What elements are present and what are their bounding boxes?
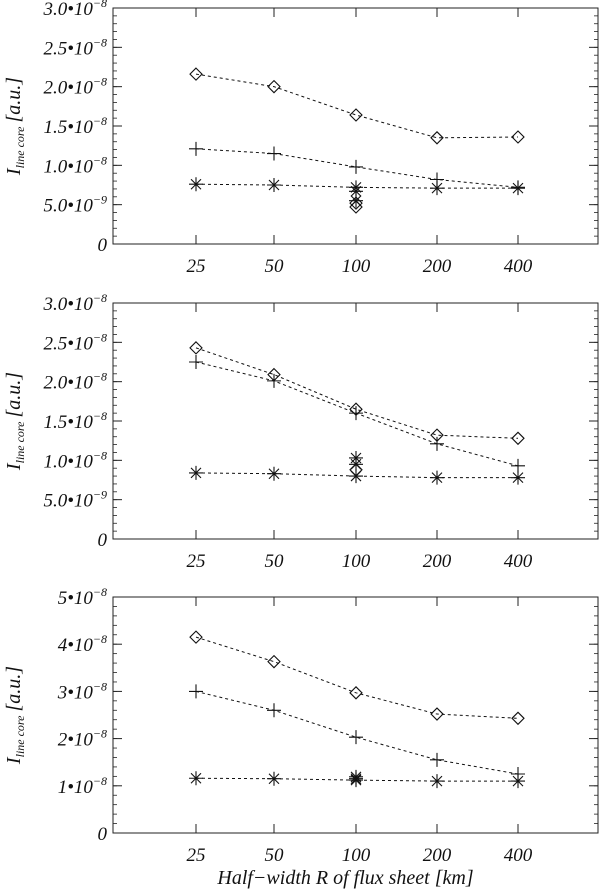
y-tick-label: 2.5•10−8	[43, 35, 107, 59]
y-tick-label: 5•10−8	[58, 585, 107, 609]
y-tick-label: 1.5•10−8	[43, 114, 107, 138]
y-tick-label: 1.0•10−8	[43, 153, 107, 177]
series-line-diamond	[195, 636, 519, 719]
y-tick-label: 2•10−8	[58, 727, 107, 751]
x-tick-label-25: 25	[187, 845, 206, 866]
y-tick-label: 2.0•10−8	[43, 370, 107, 394]
plus-marker-1-2	[349, 730, 363, 745]
asterisk-marker-2-3	[430, 774, 444, 789]
diamond-marker-0-0	[189, 341, 203, 355]
diamond-marker-0-1	[267, 79, 281, 94]
panel-3: 5•10−8 4•10−8 3•10−8 2•10−8 1•10−8 0 25 50 100 20…	[3, 585, 599, 889]
y-tick-label: 3.0•10−8	[42, 0, 107, 20]
plus-marker-1-0	[189, 684, 203, 699]
diamond-marker-0-4	[511, 711, 525, 726]
diamond-marker-0-3	[430, 707, 444, 721]
y-tick-label: 2.0•10−8	[43, 75, 107, 99]
asterisk-marker-2-3	[430, 470, 444, 485]
y-axis-title: Iline core[a.u.]	[3, 77, 27, 176]
diamond-marker-0-2	[349, 108, 363, 122]
y-tick-label: 0	[98, 530, 108, 551]
asterisk-marker-2-4	[511, 470, 525, 485]
plus-marker-1-2	[349, 406, 363, 421]
series-line-plus	[195, 690, 519, 775]
diamond-marker-0-2	[349, 686, 363, 700]
series-line-diamond	[195, 73, 519, 139]
plot-frame	[112, 596, 599, 834]
plus-marker-1-0	[189, 355, 203, 369]
diamond-marker-0-3	[430, 131, 444, 145]
y-tick-label: 4•10−8	[58, 632, 107, 656]
x-tick-label-25: 25	[187, 256, 206, 277]
asterisk-marker-extra-0	[349, 184, 363, 199]
diamond-marker-extra-2	[349, 462, 363, 477]
asterisk-marker-extra-1	[349, 771, 363, 786]
panel-1: 3.0•10−8 2.5•10−8 2.0•10−8 1.5•10−8 1.0•10−8…	[3, 0, 599, 277]
x-tick-label-50: 50	[265, 845, 285, 866]
asterisk-marker-2-4	[511, 181, 525, 196]
x-tick-label-100: 100	[342, 551, 371, 572]
y-tick-label: 5.0•10−9	[43, 488, 107, 512]
diamond-marker-0-0	[189, 630, 203, 644]
plot-frame	[112, 302, 599, 540]
diamond-marker-0-0	[189, 67, 203, 81]
plus-marker-1-1	[267, 703, 281, 718]
asterisk-marker-2-3	[430, 181, 444, 196]
y-tick-label: 5.0•10−9	[43, 193, 107, 217]
y-tick-label: 1.0•10−8	[43, 448, 107, 472]
plus-marker-1-3	[430, 752, 444, 767]
x-tick-label-400: 400	[504, 845, 533, 866]
y-tick-label: 1•10−8	[58, 774, 107, 798]
panel-2: 3.0•10−8 2.5•10−8 2.0•10−8 1.5•10−8 1.0•10−8…	[3, 291, 599, 572]
x-tick-label-200: 200	[423, 845, 452, 866]
diamond-marker-0-4	[511, 431, 525, 446]
y-axis-title: Iline core[a.u.]	[3, 372, 27, 471]
y-tick-label: 0	[98, 824, 108, 845]
asterisk-marker-2-0	[189, 771, 203, 786]
y-tick-label: 2.5•10−8	[43, 330, 107, 354]
asterisk-marker-2-1	[267, 771, 281, 786]
plus-marker-1-3	[430, 436, 444, 451]
asterisk-marker-2-1	[267, 178, 281, 192]
plus-marker-1-0	[189, 141, 203, 156]
x-tick-label-400: 400	[504, 256, 533, 277]
x-tick-label-200: 200	[423, 256, 452, 277]
series-line-plus	[195, 148, 519, 188]
y-tick-label: 3•10−8	[57, 679, 107, 703]
diamond-marker-0-1	[267, 654, 281, 669]
asterisk-marker-2-0	[189, 177, 203, 192]
x-tick-label-25: 25	[187, 551, 206, 572]
plus-marker-1-2	[349, 159, 363, 174]
plus-marker-1-4	[511, 458, 525, 473]
diamond-marker-extra-2	[349, 196, 363, 210]
diamond-marker-extra-3	[349, 200, 363, 214]
series-line-plus	[195, 361, 519, 467]
x-tick-label-400: 400	[504, 551, 533, 572]
x-tick-label-50: 50	[265, 256, 285, 277]
series-line-diamond	[195, 347, 519, 439]
y-tick-label: 3.0•10−8	[42, 291, 107, 315]
x-axis-title: Half−width R of flux sheet [km]	[216, 867, 473, 889]
x-tick-label-100: 100	[342, 845, 371, 866]
asterisk-marker-2-4	[511, 774, 525, 789]
y-tick-label: 0	[98, 235, 108, 256]
x-tick-label-200: 200	[423, 551, 452, 572]
y-tick-label: 1.5•10−8	[43, 409, 107, 433]
asterisk-marker-2-0	[189, 465, 203, 480]
diamond-marker-0-4	[511, 130, 525, 144]
asterisk-marker-2-1	[267, 466, 281, 481]
plus-marker-1-1	[267, 373, 281, 388]
y-axis-title: Iline core[a.u.]	[3, 666, 27, 765]
plus-marker-1-1	[267, 146, 281, 161]
x-tick-label-50: 50	[265, 551, 285, 572]
x-tick-label-100: 100	[342, 256, 371, 277]
